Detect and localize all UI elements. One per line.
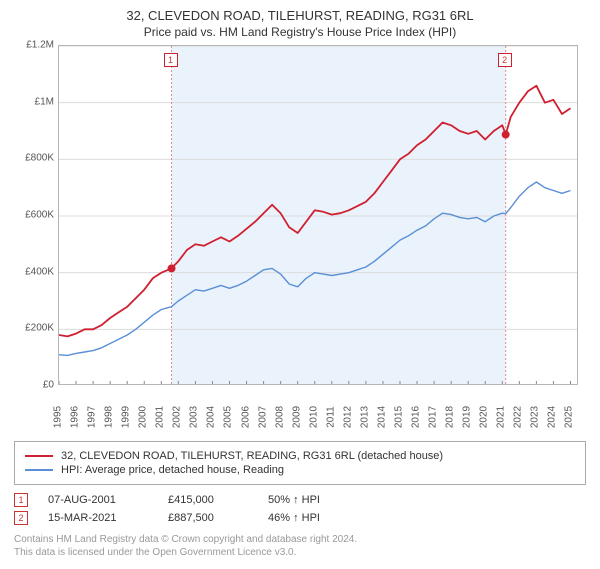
legend-row: 32, CLEVEDON ROAD, TILEHURST, READING, R… bbox=[25, 450, 575, 462]
x-tick-label: 2020 bbox=[479, 406, 490, 428]
x-tick-label: 2007 bbox=[257, 406, 268, 428]
sale-date: 15-MAR-2021 bbox=[48, 512, 148, 524]
x-tick-label: 2019 bbox=[462, 406, 473, 428]
x-tick-label: 1996 bbox=[70, 406, 81, 428]
plot-svg bbox=[58, 45, 578, 385]
chart-title: 32, CLEVEDON ROAD, TILEHURST, READING, R… bbox=[14, 8, 586, 23]
x-tick-label: 1998 bbox=[104, 406, 115, 428]
sale-marker-number: 2 bbox=[14, 511, 28, 525]
x-axis: 1995199619971998199920002001200220032004… bbox=[58, 389, 578, 433]
x-tick-label: 2009 bbox=[291, 406, 302, 428]
x-tick-label: 2010 bbox=[308, 406, 319, 428]
x-tick-label: 2022 bbox=[513, 406, 524, 428]
x-tick-label: 2024 bbox=[547, 406, 558, 428]
x-tick-label: 2001 bbox=[155, 406, 166, 428]
footer-attribution: Contains HM Land Registry data © Crown c… bbox=[14, 533, 586, 559]
x-tick-label: 2018 bbox=[445, 406, 456, 428]
x-tick-label: 2003 bbox=[189, 406, 200, 428]
y-tick-label: £1.2M bbox=[26, 40, 54, 51]
y-tick-label: £800K bbox=[25, 153, 54, 164]
x-tick-label: 2008 bbox=[274, 406, 285, 428]
y-tick-label: £600K bbox=[25, 210, 54, 221]
x-tick-label: 1997 bbox=[87, 406, 98, 428]
y-tick-label: £1M bbox=[35, 96, 54, 107]
sale-price: £887,500 bbox=[168, 512, 248, 524]
x-tick-label: 2014 bbox=[376, 406, 387, 428]
sale-pct-vs-hpi: 50% ↑ HPI bbox=[268, 494, 388, 506]
sale-marker-box: 1 bbox=[164, 53, 178, 67]
chart-area: £0£200K£400K£600K£800K£1M£1.2M 199519961… bbox=[14, 45, 586, 437]
legend-row: HPI: Average price, detached house, Read… bbox=[25, 464, 575, 476]
legend-label: 32, CLEVEDON ROAD, TILEHURST, READING, R… bbox=[61, 450, 443, 462]
x-tick-label: 2023 bbox=[530, 406, 541, 428]
y-tick-label: £200K bbox=[25, 323, 54, 334]
x-tick-label: 2015 bbox=[393, 406, 404, 428]
legend-swatch bbox=[25, 455, 53, 457]
x-tick-label: 2005 bbox=[223, 406, 234, 428]
x-tick-label: 2025 bbox=[564, 406, 575, 428]
sale-price: £415,000 bbox=[168, 494, 248, 506]
x-tick-label: 1999 bbox=[121, 406, 132, 428]
sale-row: 2 15-MAR-2021 £887,500 46% ↑ HPI bbox=[14, 511, 586, 525]
chart-container: 32, CLEVEDON ROAD, TILEHURST, READING, R… bbox=[0, 0, 600, 569]
y-tick-label: £0 bbox=[43, 380, 54, 391]
x-tick-label: 1995 bbox=[53, 406, 64, 428]
y-axis: £0£200K£400K£600K£800K£1M£1.2M bbox=[14, 45, 58, 385]
y-tick-label: £400K bbox=[25, 266, 54, 277]
x-tick-label: 2006 bbox=[240, 406, 251, 428]
sale-marker-box: 2 bbox=[498, 53, 512, 67]
sale-date: 07-AUG-2001 bbox=[48, 494, 148, 506]
x-tick-label: 2016 bbox=[411, 406, 422, 428]
x-tick-label: 2013 bbox=[359, 406, 370, 428]
x-tick-label: 2000 bbox=[138, 406, 149, 428]
legend: 32, CLEVEDON ROAD, TILEHURST, READING, R… bbox=[14, 441, 586, 485]
legend-label: HPI: Average price, detached house, Read… bbox=[61, 464, 284, 476]
sale-row: 1 07-AUG-2001 £415,000 50% ↑ HPI bbox=[14, 493, 586, 507]
chart-subtitle: Price paid vs. HM Land Registry's House … bbox=[14, 25, 586, 39]
x-tick-label: 2002 bbox=[172, 406, 183, 428]
footer-line-1: Contains HM Land Registry data © Crown c… bbox=[14, 533, 586, 546]
x-tick-label: 2004 bbox=[206, 406, 217, 428]
sale-marker-number: 1 bbox=[14, 493, 28, 507]
x-tick-label: 2012 bbox=[342, 406, 353, 428]
legend-swatch bbox=[25, 469, 53, 471]
x-tick-label: 2021 bbox=[496, 406, 507, 428]
x-tick-label: 2017 bbox=[428, 406, 439, 428]
sales-table: 1 07-AUG-2001 £415,000 50% ↑ HPI 2 15-MAR-202… bbox=[14, 493, 586, 525]
sale-pct-vs-hpi: 46% ↑ HPI bbox=[268, 512, 388, 524]
footer-line-2: This data is licensed under the Open Gov… bbox=[14, 546, 586, 559]
x-tick-label: 2011 bbox=[325, 406, 336, 428]
